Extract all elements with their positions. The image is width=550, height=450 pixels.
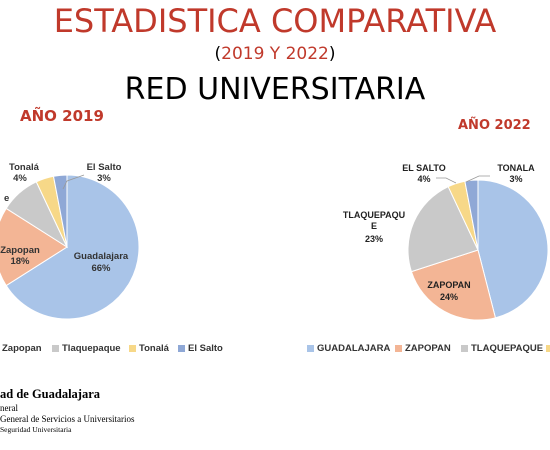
legend-swatch-guadalajara-2022 [307, 345, 314, 352]
main-title: ESTADISTICA COMPARATIVA [53, 2, 497, 40]
pct-tlaquepaque-2022: 23% [365, 234, 383, 244]
pct-zapopan-2022: 24% [440, 292, 458, 302]
leader-line-el-salto-2019 [62, 174, 85, 190]
legend-tonala-2019: Tonalá [139, 343, 170, 354]
pct-tonala-2022: 3% [509, 174, 522, 184]
pct-zapopan-2019: 18% [10, 256, 30, 267]
legend-2022: GUADALAJARA ZAPOPAN TLAQUEPAQUE [307, 343, 550, 354]
legend-guadalajara-2022: GUADALAJARA [317, 343, 391, 354]
legend-zapopan-2022: ZAPOPAN [405, 343, 451, 354]
leader-line-tonala-2022 [465, 175, 490, 183]
legend-zapopan-2019: Zapopan [2, 343, 42, 354]
footer-line-4: Seguridad Universitaria [0, 425, 72, 434]
label-tlaquepaque-2022: TLAQUEPAQU [343, 210, 405, 220]
legend-swatch-partial-2022 [546, 345, 550, 352]
labels-2019: Tonalá 4% El Salto 3% e Zapopan 18% Guad… [0, 162, 129, 274]
legend-tlaquepaque-2022: TLAQUEPAQUE [471, 343, 543, 354]
legend-tlaquepaque-2019: Tlaquepaque [62, 343, 121, 354]
label-guadalajara-2019: Guadalajara [74, 251, 129, 262]
label-tonala-2022: TONALA [497, 163, 535, 173]
subtitle-close: ) [328, 44, 336, 64]
pct-el-salto-2019: 3% [97, 173, 111, 184]
subtitle: (2019 Y 2022) [0, 44, 550, 64]
label-el-salto-2022: EL SALTO [402, 163, 446, 173]
legend-swatch-zapopan-2022 [395, 345, 402, 352]
pie-2022-slice-tlaquepaque [407, 185, 479, 273]
label-tlaquepaque-2019: e [4, 193, 9, 204]
chart-title-2019: AÑO 2019 [20, 107, 104, 125]
subtitle-open: ( [214, 44, 222, 64]
label-zapopan-2019: Zapopan [0, 245, 40, 256]
legend-el-salto-2019: El Salto [188, 343, 223, 354]
footer-institution: ad de Guadalajara [0, 387, 101, 401]
pct-tonala-2019: 4% [13, 173, 27, 184]
pie-2022-slice-zapopan [410, 249, 497, 321]
pie-2019-slice-el-salto [52, 174, 68, 248]
pie-chart-2022 [407, 179, 549, 321]
subtitle-years: 2019 Y 2022 [221, 44, 329, 64]
leader-line-el-salto-2022 [436, 177, 457, 184]
legend-swatch-tlaquepaque-2022 [461, 345, 468, 352]
pie-2022-slice-guadalajara [477, 179, 549, 319]
footer-line-2: neral [0, 403, 18, 413]
pie-chart-2019 [0, 174, 140, 320]
label-zapopan-2022: ZAPOPAN [427, 280, 470, 290]
chart-title-2022: AÑO 2022 [458, 118, 531, 133]
legend-swatch-el-salto-2019 [178, 345, 185, 352]
pie-2022-slice-tonala [464, 179, 479, 251]
label-tlaquepaque-2022-wrap: E [371, 221, 377, 231]
heading: RED UNIVERSITARIA [124, 72, 426, 107]
legend-2019: Zapopan Tlaquepaque Tonalá El Salto [2, 343, 223, 354]
footer-line-3: General de Servicios a Universitarios [0, 414, 135, 424]
legend-swatch-tonala-2019 [129, 345, 136, 352]
pie-2019-slice-zapopan [0, 207, 68, 287]
label-el-salto-2019: El Salto [87, 162, 122, 173]
legend-swatch-tlaquepaque-2019 [52, 345, 59, 352]
pct-el-salto-2022: 4% [417, 174, 430, 184]
label-tonala-2019: Tonalá [9, 162, 40, 173]
pie-2019-slice-guadalajara [5, 174, 140, 320]
labels-2022: EL SALTO 4% TONALA 3% TLAQUEPAQU E 23% Z… [343, 163, 535, 302]
pct-guadalajara-2019: 66% [91, 263, 111, 274]
